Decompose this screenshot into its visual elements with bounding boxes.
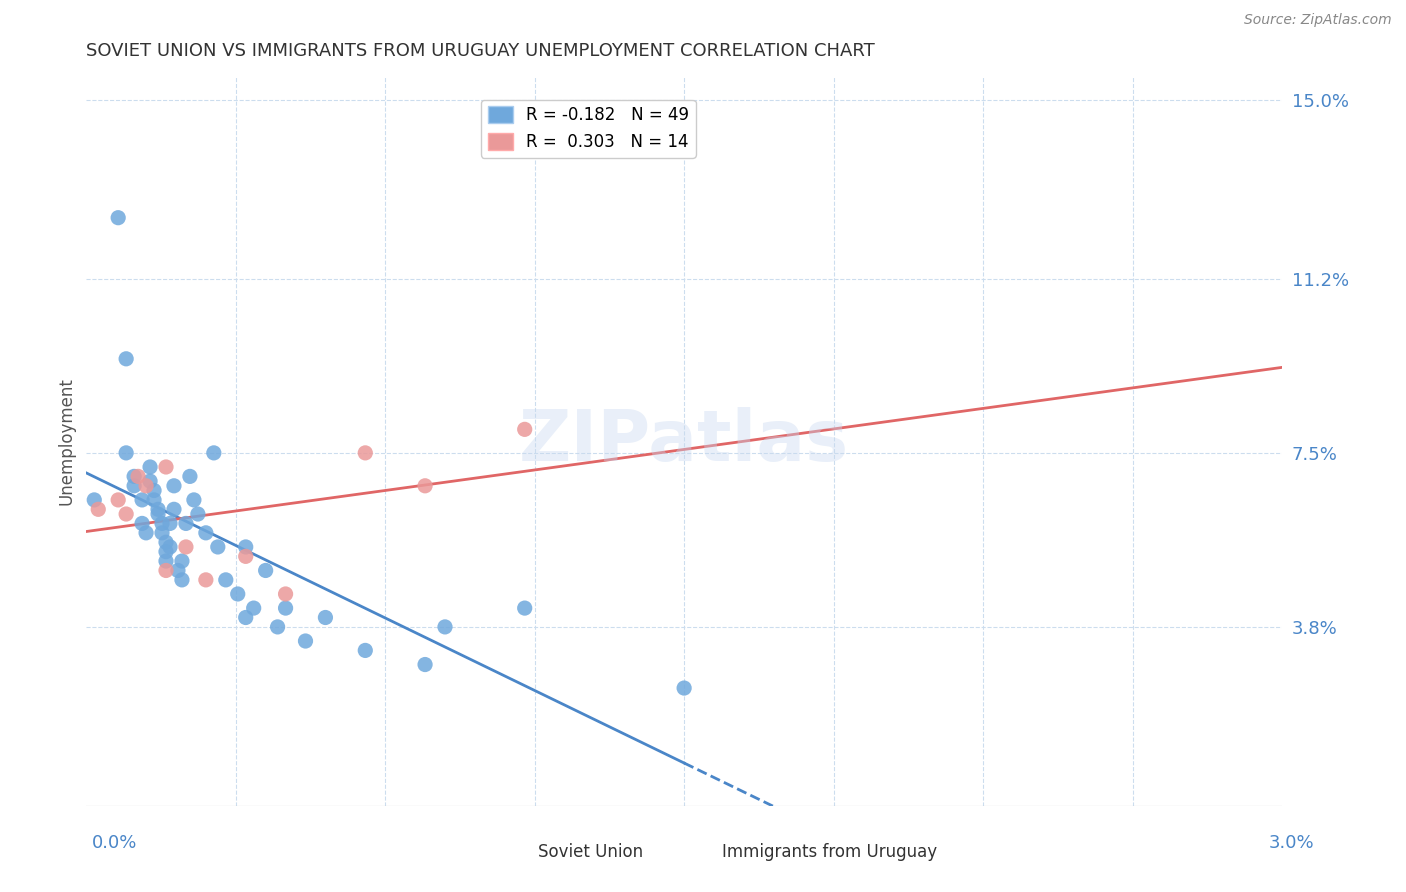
Point — [179, 469, 201, 483]
Point — [266, 620, 288, 634]
Point — [87, 502, 110, 516]
Point — [159, 516, 181, 531]
Point — [235, 610, 257, 624]
Point — [174, 540, 197, 554]
Point — [226, 587, 249, 601]
Point — [413, 657, 436, 672]
Point — [202, 446, 225, 460]
Point — [127, 469, 149, 483]
Point — [155, 544, 177, 558]
Point — [143, 492, 166, 507]
Point — [155, 554, 177, 568]
Point — [187, 507, 209, 521]
Point — [139, 474, 162, 488]
Text: 3.0%: 3.0% — [1270, 834, 1315, 852]
Point — [194, 573, 217, 587]
Point — [170, 573, 193, 587]
Point — [433, 620, 456, 634]
Point — [235, 540, 257, 554]
Text: Source: ZipAtlas.com: Source: ZipAtlas.com — [1244, 13, 1392, 28]
Point — [107, 492, 129, 507]
Point — [254, 564, 277, 578]
Point — [274, 587, 297, 601]
Point — [163, 479, 186, 493]
Point — [167, 564, 190, 578]
Point — [146, 502, 169, 516]
Point — [194, 525, 217, 540]
Text: ZIPatlas: ZIPatlas — [519, 407, 849, 475]
Point — [107, 211, 129, 225]
Point — [513, 422, 536, 436]
Point — [115, 351, 138, 366]
Point — [159, 540, 181, 554]
Point — [143, 483, 166, 498]
Point — [207, 540, 229, 554]
Point — [183, 492, 205, 507]
Y-axis label: Unemployment: Unemployment — [58, 377, 75, 505]
Point — [673, 681, 696, 695]
Legend: R = -0.182   N = 49, R =  0.303   N = 14: R = -0.182 N = 49, R = 0.303 N = 14 — [481, 100, 696, 158]
Point — [135, 525, 157, 540]
Point — [139, 460, 162, 475]
Point — [155, 564, 177, 578]
Point — [150, 525, 173, 540]
Point — [135, 479, 157, 493]
Point — [314, 610, 336, 624]
Point — [146, 507, 169, 521]
Point — [83, 492, 105, 507]
Point — [122, 469, 145, 483]
Text: 0.0%: 0.0% — [91, 834, 136, 852]
Point — [115, 446, 138, 460]
Point — [155, 535, 177, 549]
Point — [170, 554, 193, 568]
Point — [242, 601, 264, 615]
Point — [235, 549, 257, 564]
Point — [274, 601, 297, 615]
Point — [294, 634, 316, 648]
Point — [354, 643, 377, 657]
Point — [215, 573, 238, 587]
Point — [354, 446, 377, 460]
Text: SOVIET UNION VS IMMIGRANTS FROM URUGUAY UNEMPLOYMENT CORRELATION CHART: SOVIET UNION VS IMMIGRANTS FROM URUGUAY … — [86, 42, 875, 60]
Point — [513, 601, 536, 615]
Text: Soviet Union: Soviet Union — [538, 843, 643, 861]
Point — [122, 479, 145, 493]
Point — [163, 502, 186, 516]
Point — [174, 516, 197, 531]
Point — [115, 507, 138, 521]
Point — [131, 516, 153, 531]
Point — [150, 516, 173, 531]
Point — [155, 460, 177, 475]
Text: Immigrants from Uruguay: Immigrants from Uruguay — [721, 843, 938, 861]
Point — [413, 479, 436, 493]
Point — [131, 492, 153, 507]
